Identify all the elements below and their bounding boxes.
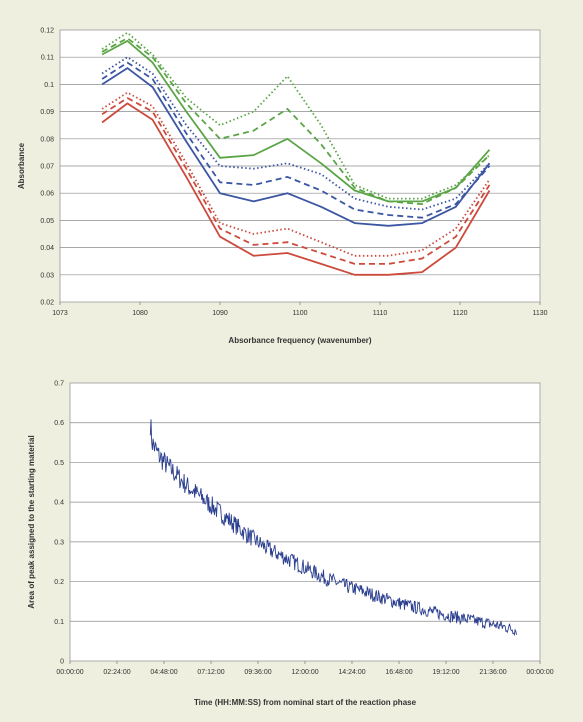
y-tick-label: 0.02 bbox=[40, 300, 54, 307]
absorbance-y-axis-title: Absorbance bbox=[17, 142, 26, 189]
y-tick-label: 0.07 bbox=[40, 164, 54, 171]
y-tick-label: 0.05 bbox=[40, 218, 54, 225]
x-tick-label: 12:00:00 bbox=[291, 669, 318, 676]
y-tick-label: 0.6 bbox=[54, 420, 64, 427]
x-tick-label: 1073 bbox=[52, 310, 68, 317]
x-tick-label: 1110 bbox=[373, 310, 388, 317]
x-tick-label: 00:00:00 bbox=[56, 669, 83, 676]
absorbance-series-group bbox=[101, 31, 491, 276]
x-tick-label: 1090 bbox=[212, 310, 228, 317]
x-tick-label: 00:00:00 bbox=[526, 669, 553, 676]
y-tick-label: 0.11 bbox=[41, 55, 54, 62]
absorbance-y-ticks: 0.02 0.03 0.04 0.05 0.06 0.07 0.08 0.09 0.1 0.11 0… bbox=[40, 28, 54, 307]
peak-area-chart: 00.10.20.30.40.50.60.7 00:00:00 02:24:00 0… bbox=[27, 381, 554, 708]
y-tick-label: 0 bbox=[60, 659, 64, 666]
absorbance-series-line-4 bbox=[101, 56, 491, 211]
peak-area-gridlines bbox=[70, 422, 540, 622]
x-tick-label: 14:24:00 bbox=[338, 669, 365, 676]
absorbance-series-line-5 bbox=[101, 61, 491, 219]
x-tick-label: 02:24:00 bbox=[103, 669, 130, 676]
y-tick-label: 0.4 bbox=[54, 500, 64, 507]
x-tick-label: 1080 bbox=[132, 310, 148, 317]
x-tick-label: 04:48:00 bbox=[150, 669, 177, 676]
absorbance-series-line-9 bbox=[101, 102, 491, 276]
y-tick-label: 0.7 bbox=[54, 381, 64, 388]
y-tick-label: 0.06 bbox=[40, 191, 54, 198]
y-tick-label: 0.1 bbox=[54, 619, 64, 626]
y-tick-label: 0.04 bbox=[40, 245, 54, 252]
absorbance-series-line-1 bbox=[101, 31, 491, 200]
absorbance-gridlines bbox=[60, 56, 540, 276]
y-tick-label: 0.2 bbox=[54, 579, 64, 586]
x-tick-label: 1120 bbox=[452, 310, 467, 317]
y-tick-label: 0.12 bbox=[40, 28, 54, 35]
peak-area-series-group bbox=[149, 419, 517, 637]
x-tick-label: 07:12:00 bbox=[197, 669, 224, 676]
peak-area-x-axis-title: Time (HH:MM:SS) from nominal start of th… bbox=[194, 698, 417, 707]
peak-area-y-axis-title: Area of peak assigned to the starting ma… bbox=[27, 435, 36, 608]
absorbance-x-ticks: 1073 1080 1090 1100 1110 1120 1130 bbox=[52, 302, 548, 317]
absorbance-chart: 0.02 0.03 0.04 0.05 0.06 0.07 0.08 0.09 0.1 0.11 0… bbox=[17, 28, 548, 346]
absorbance-series-line-6 bbox=[101, 67, 491, 227]
x-tick-label: 09:36:00 bbox=[244, 669, 271, 676]
y-tick-label: 0.3 bbox=[54, 539, 64, 546]
absorbance-series-line-3 bbox=[101, 40, 491, 203]
y-tick-label: 0.03 bbox=[40, 272, 54, 279]
x-tick-label: 16:48:00 bbox=[385, 669, 412, 676]
absorbance-x-axis-title: Absorbance frequency (wavenumber) bbox=[228, 336, 371, 345]
x-tick-label: 19:12:00 bbox=[432, 669, 459, 676]
x-tick-label: 1100 bbox=[292, 310, 307, 317]
y-tick-label: 0.5 bbox=[54, 460, 64, 467]
peak-area-trace bbox=[149, 419, 517, 637]
peak-area-x-ticks: 00:00:00 02:24:00 04:48:00 07:12:00 09:36:00… bbox=[56, 661, 554, 676]
y-tick-label: 0.08 bbox=[40, 136, 54, 143]
absorbance-series-line-8 bbox=[101, 97, 491, 265]
x-tick-label: 1130 bbox=[532, 310, 547, 317]
y-tick-label: 0.09 bbox=[40, 109, 54, 116]
x-tick-label: 21:36:00 bbox=[479, 669, 506, 676]
peak-area-y-ticks: 0 0.1 0.2 0.3 0.4 0.5 0.6 0.7 bbox=[54, 381, 64, 666]
absorbance-series-line-2 bbox=[101, 37, 491, 206]
y-tick-label: 0.1 bbox=[44, 82, 54, 89]
